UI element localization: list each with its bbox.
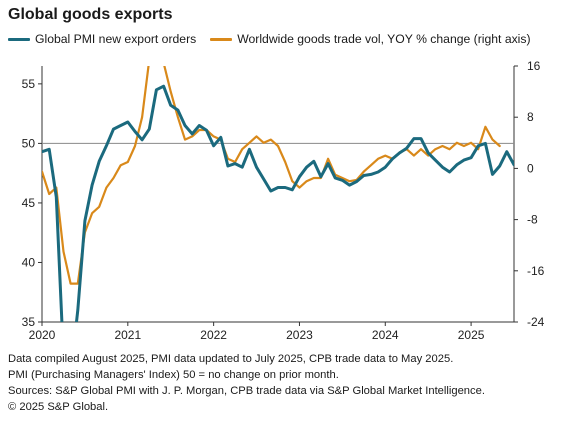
left-tick-label: 50 [22,136,36,150]
chart-area: 35 40 45 50 55 -24 -16 -8 0 8 16 2020 2021 2022 2023 20… [22,59,545,342]
x-tick-label: 2023 [286,328,313,342]
legend: Global PMI new export orders Worldwide g… [8,30,545,48]
note-pmi-definition: PMI (Purchasing Managers' Index) 50 = no… [8,369,339,381]
right-tick-label: -16 [527,264,545,278]
left-tick-label: 45 [22,196,36,210]
right-tick-label: -24 [527,315,545,329]
right-tick-label: 8 [527,110,534,124]
legend-item-pmi: Global PMI new export orders [8,32,196,46]
x-tick-label: 2022 [200,328,227,342]
left-tick-label: 55 [22,77,36,91]
x-tick-label: 2021 [114,328,141,342]
right-tick-label: 0 [527,161,534,175]
legend-item-trade: Worldwide goods trade vol, YOY % change … [210,32,531,46]
series-line-pmi [42,84,514,322]
right-tick-label: -8 [527,213,538,227]
legend-label-trade: Worldwide goods trade vol, YOY % change … [237,32,531,46]
x-tick-label: 2025 [458,328,485,342]
left-tick-label: 35 [22,315,36,329]
note-data-compiled: Data compiled August 2025, PMI data upda… [8,353,454,365]
note-sources: Sources: S&P Global PMI with J. P. Morga… [8,385,485,397]
note-copyright: © 2025 S&P Global. [8,401,109,413]
x-tick-label: 2024 [372,328,399,342]
legend-label-pmi: Global PMI new export orders [35,32,197,46]
footnotes: Data compiled August 2025, PMI data upda… [8,351,485,415]
left-tick-label: 40 [22,255,36,269]
right-tick-label: 16 [527,59,541,73]
series-line-trade [42,66,501,285]
legend-swatch-trade [210,37,233,41]
x-tick-label: 2020 [29,328,56,342]
legend-swatch-pmi [8,37,30,41]
chart-title: Global goods exports [8,6,173,23]
